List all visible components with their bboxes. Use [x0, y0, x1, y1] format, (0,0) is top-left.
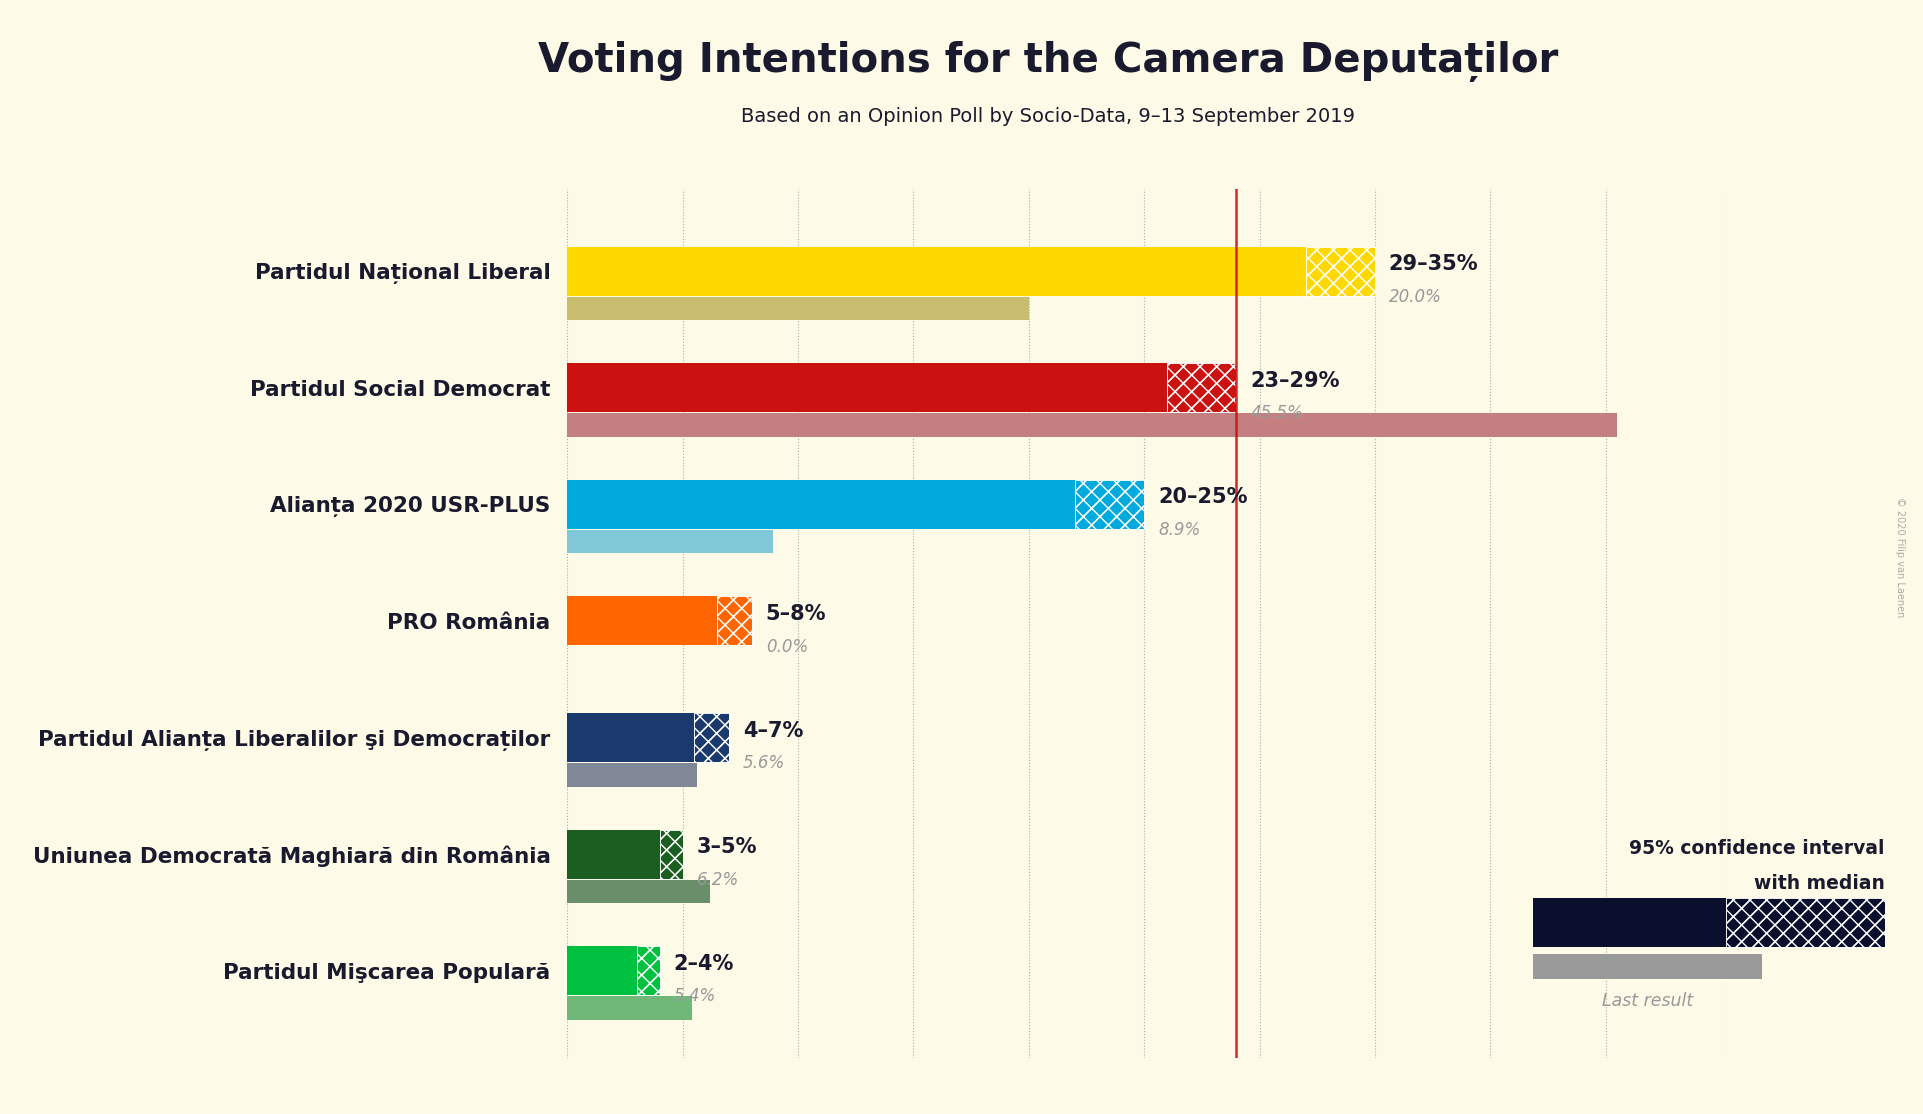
Bar	[1727, 898, 1885, 947]
Bar	[717, 596, 752, 645]
Bar	[660, 830, 683, 879]
Bar	[567, 480, 1075, 529]
Bar	[567, 530, 773, 554]
Bar	[1167, 363, 1236, 412]
Bar	[1306, 246, 1375, 295]
Bar	[567, 363, 1167, 412]
Bar	[1167, 363, 1236, 412]
Text: 45.5%: 45.5%	[1250, 404, 1304, 422]
Text: 8.9%: 8.9%	[1158, 521, 1200, 539]
Bar	[717, 596, 752, 645]
Bar	[1306, 246, 1375, 295]
Bar	[567, 246, 1306, 295]
Text: 2–4%: 2–4%	[673, 954, 735, 974]
Bar	[1533, 955, 1761, 979]
Text: 6.2%: 6.2%	[696, 871, 738, 889]
Bar	[660, 830, 683, 879]
Text: © 2020 Filip van Laenen: © 2020 Filip van Laenen	[1894, 497, 1906, 617]
Text: 5–8%: 5–8%	[765, 604, 827, 624]
Text: with median: with median	[1754, 873, 1885, 892]
Bar	[1727, 898, 1885, 947]
Text: 20–25%: 20–25%	[1158, 487, 1248, 507]
Bar	[717, 596, 752, 645]
Text: 29–35%: 29–35%	[1388, 254, 1479, 274]
Text: 23–29%: 23–29%	[1250, 371, 1340, 391]
Text: Last result: Last result	[1602, 991, 1692, 1009]
Text: 4–7%: 4–7%	[742, 721, 804, 741]
Bar	[1075, 480, 1144, 529]
Bar	[694, 713, 729, 762]
Bar	[660, 830, 683, 879]
Bar	[637, 946, 660, 995]
Bar	[567, 596, 717, 645]
Text: 20.0%: 20.0%	[1388, 287, 1442, 305]
Text: 5.6%: 5.6%	[742, 754, 785, 772]
Text: 95% confidence interval: 95% confidence interval	[1629, 839, 1885, 859]
Bar	[1727, 898, 1885, 947]
Bar	[694, 713, 729, 762]
Bar	[567, 413, 1617, 437]
Bar	[567, 713, 694, 762]
Bar	[1306, 246, 1375, 295]
Text: 3–5%: 3–5%	[696, 838, 758, 857]
Bar	[637, 946, 660, 995]
Bar	[567, 997, 692, 1019]
Text: Voting Intentions for the Camera Deputaților: Voting Intentions for the Camera Deputaț…	[538, 41, 1558, 81]
Text: 5.4%: 5.4%	[673, 987, 715, 1006]
Text: 0.0%: 0.0%	[765, 637, 808, 655]
Text: Based on an Opinion Poll by Socio-Data, 9–13 September 2019: Based on an Opinion Poll by Socio-Data, …	[740, 107, 1356, 127]
Bar	[567, 946, 637, 995]
Bar	[567, 880, 710, 903]
Bar	[1075, 480, 1144, 529]
Bar	[1533, 898, 1727, 947]
Bar	[567, 296, 1029, 320]
Bar	[694, 713, 729, 762]
Bar	[637, 946, 660, 995]
Bar	[1167, 363, 1236, 412]
Bar	[567, 763, 696, 786]
Bar	[1075, 480, 1144, 529]
Bar	[567, 830, 660, 879]
